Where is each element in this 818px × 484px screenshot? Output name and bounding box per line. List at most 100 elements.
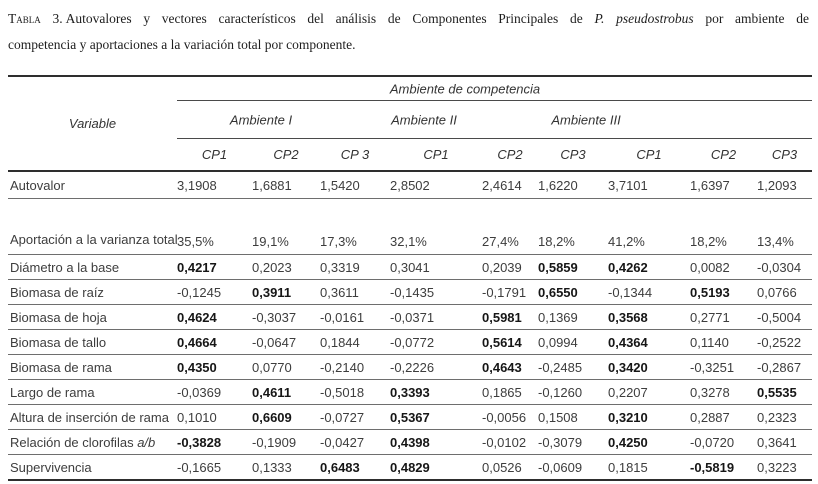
value-cell: 0,1140 (690, 329, 757, 355)
value-cell: 0,1010 (177, 404, 252, 430)
row-label-italic: a/b (137, 434, 156, 450)
value-cell: 0,4398 (390, 429, 482, 455)
table-row: Altura de inserción de rama 0,1010 0,6609-… (8, 404, 813, 430)
value-cell: 0,4364 (608, 329, 690, 355)
row-label: Diámetro a la base (8, 254, 177, 280)
row-label: Aportación a la varianza total (8, 198, 177, 255)
value-cell: 0,1508 (538, 404, 608, 430)
environment-2-header: Ambiente II (391, 112, 457, 127)
environment-group-headers: Ambiente I Ambiente II Ambiente III (177, 100, 813, 139)
value-cell: 18,2% (690, 198, 757, 255)
row-label: Autovalor (8, 171, 177, 199)
table-row: Diámetro a la base 0,4217 0,2023 0,3319 0,30… (8, 254, 813, 280)
value-cell: -0,0369 (177, 379, 252, 405)
value-cell: -0,5004 (757, 304, 813, 330)
table-row: Largo de rama -0,0369 0,4611 -0,5018 0,3393 0… (8, 379, 813, 405)
value-cell: -0,0056 (482, 404, 538, 430)
row-label: Supervivencia (8, 454, 177, 481)
cp-header: CP1 (177, 138, 252, 172)
value-cell: -0,1260 (538, 379, 608, 405)
value-cell: 0,5367 (390, 404, 482, 430)
value-cell: 3,1908 (177, 171, 252, 199)
value-cell: -0,3251 (690, 354, 757, 380)
cp-header: CP2 (690, 138, 757, 172)
value-cell: 1,5420 (320, 171, 390, 199)
value-cell: 3,7101 (608, 171, 690, 199)
value-cell: -0,3037 (252, 304, 320, 330)
value-cell: -0,3828 (177, 429, 252, 455)
pca-table: Variable Ambiente de competencia Ambient… (8, 75, 813, 481)
row-label: Biomasa de raíz (8, 279, 177, 305)
value-cell: -0,0427 (320, 429, 390, 455)
value-cell: 1,6220 (538, 171, 608, 199)
environment-1-header: Ambiente I (229, 112, 293, 127)
value-cell: -0,5819 (690, 454, 757, 481)
value-cell: 0,0770 (252, 354, 320, 380)
value-cell: 0,1865 (482, 379, 538, 405)
environment-3-header: Ambiente III (551, 112, 621, 127)
value-cell: -0,2485 (538, 354, 608, 380)
value-cell: 0,4829 (390, 454, 482, 481)
value-cell: 0,4611 (252, 379, 320, 405)
value-cell: -0,1245 (177, 279, 252, 305)
value-cell: 27,4% (482, 198, 538, 255)
table-row: Autovalor 3,1908 1,6881 1,5420 2,8502 2,4614 1… (8, 171, 813, 199)
value-cell: 2,4614 (482, 171, 538, 199)
value-cell: 0,1815 (608, 454, 690, 481)
value-cell: -0,0161 (320, 304, 390, 330)
value-cell: 0,4664 (177, 329, 252, 355)
value-cell: -0,0772 (390, 329, 482, 355)
value-cell: 0,3911 (252, 279, 320, 305)
value-cell: -0,5018 (320, 379, 390, 405)
table-body: Autovalor 3,1908 1,6881 1,5420 2,8502 2,4614 1… (8, 171, 813, 481)
value-cell: -0,1435 (390, 279, 482, 305)
value-cell: 0,3420 (608, 354, 690, 380)
cp-header: CP2 (252, 138, 320, 172)
caption-line-1: Tabla 3. Autovalores y vectores caracterí… (8, 6, 809, 32)
value-cell: 0,6483 (320, 454, 390, 481)
value-cell: 0,0766 (757, 279, 813, 305)
value-cell: 1,6397 (690, 171, 757, 199)
value-cell: 0,1333 (252, 454, 320, 481)
value-cell: -0,1344 (608, 279, 690, 305)
value-cell: 0,5193 (690, 279, 757, 305)
value-cell: 2,8502 (390, 171, 482, 199)
row-label: Biomasa de tallo (8, 329, 177, 355)
value-cell: 0,3278 (690, 379, 757, 405)
row-label: Relación de clorofilas a/b (8, 429, 177, 455)
value-cell: -0,3079 (538, 429, 608, 455)
variable-column-header: Variable (8, 76, 177, 172)
value-cell: 0,0526 (482, 454, 538, 481)
value-cell: 0,0082 (690, 254, 757, 280)
value-cell: 0,4643 (482, 354, 538, 380)
cp-header: CP 3 (320, 138, 390, 172)
value-cell: 0,3611 (320, 279, 390, 305)
value-cell: -0,0609 (538, 454, 608, 481)
caption-text-cont: por ambiente de (693, 11, 810, 26)
value-cell: 32,1% (390, 198, 482, 255)
caption-text: Autovalores y vectores característicos d… (65, 11, 595, 26)
table-row: Biomasa de rama 0,4350 0,0770 -0,2140 -0,222… (8, 354, 813, 380)
value-cell: 0,2023 (252, 254, 320, 280)
value-cell: -0,0102 (482, 429, 538, 455)
caption-line-2: competencia y aportaciones a la variació… (8, 37, 356, 52)
value-cell: -0,1791 (482, 279, 538, 305)
value-cell: -0,2867 (757, 354, 813, 380)
value-cell: 0,1369 (538, 304, 608, 330)
row-label: Biomasa de hoja (8, 304, 177, 330)
value-cell: -0,0720 (690, 429, 757, 455)
cp-header: CP2 (482, 138, 538, 172)
value-cell: 0,3568 (608, 304, 690, 330)
component-header-row: CP1 CP2 CP 3 CP1 CP2 CP3 CP1 CP2 CP3 (8, 138, 813, 172)
table-row: Relación de clorofilas a/b -0,3828 -0,1909… (8, 429, 813, 455)
cp-header: CP3 (757, 138, 813, 172)
value-cell: -0,0727 (320, 404, 390, 430)
value-cell: 0,3210 (608, 404, 690, 430)
value-cell: 18,2% (538, 198, 608, 255)
table-row: Biomasa de hoja 0,4624 -0,3037 -0,0161 -0,03… (8, 304, 813, 330)
value-cell: 0,4262 (608, 254, 690, 280)
value-cell: -0,2140 (320, 354, 390, 380)
caption-label: Tabla 3. (8, 11, 63, 26)
value-cell: 19,1% (252, 198, 320, 255)
